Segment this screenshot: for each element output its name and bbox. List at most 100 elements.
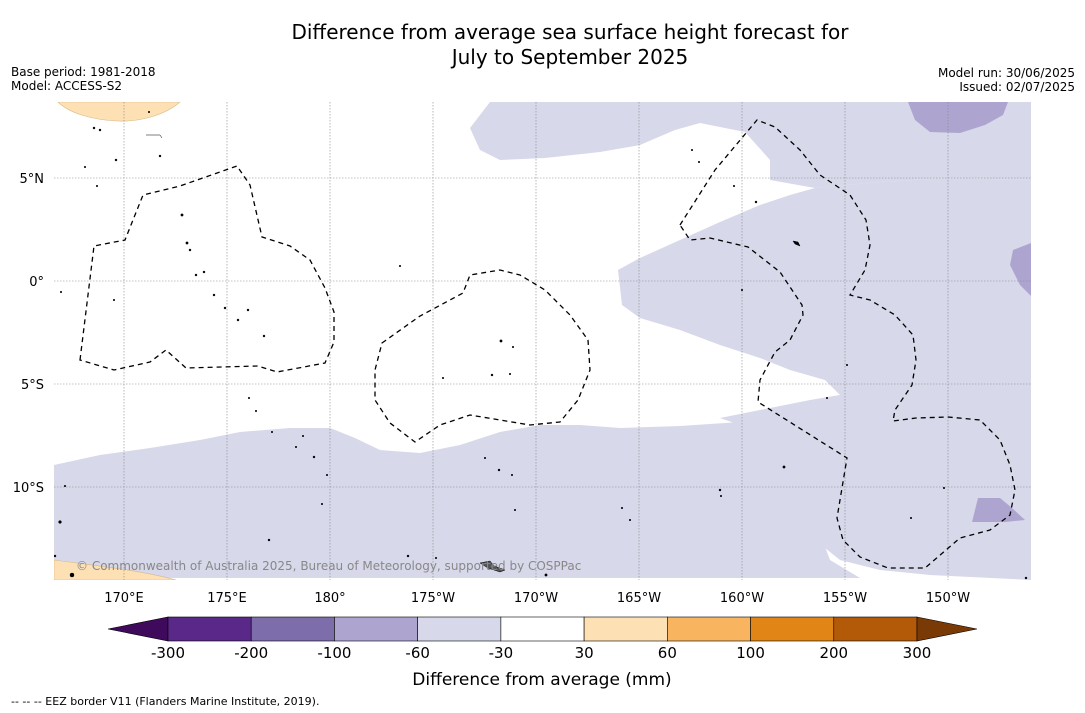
positive-patch-sw bbox=[54, 559, 177, 580]
colorbar-tick-label: -300 bbox=[151, 644, 185, 662]
anomaly-region-northeast bbox=[470, 102, 1031, 188]
island bbox=[441, 376, 445, 380]
island bbox=[499, 339, 503, 343]
island bbox=[620, 506, 624, 510]
island bbox=[690, 148, 694, 152]
island bbox=[247, 396, 251, 400]
island bbox=[398, 264, 402, 268]
island bbox=[112, 298, 116, 302]
island bbox=[740, 288, 744, 292]
colorbar-segment bbox=[667, 616, 751, 642]
model-run: Model run: 30/06/2025 bbox=[937, 66, 1075, 80]
island bbox=[434, 556, 438, 560]
colorbar-segment bbox=[334, 616, 418, 642]
colorbar-tick-label: 30 bbox=[575, 644, 594, 662]
lon-label-170e: 170°E bbox=[104, 591, 144, 606]
anomaly-region-east bbox=[618, 178, 1031, 580]
colorbar-tick-label: 300 bbox=[903, 644, 932, 662]
colorbar-tick-label: -60 bbox=[405, 644, 430, 662]
island bbox=[270, 430, 274, 434]
island bbox=[782, 465, 786, 469]
island bbox=[294, 445, 298, 449]
map-area: © Commonwealth of Australia 2025, Bureau… bbox=[54, 102, 1031, 580]
chart-title: Difference from average sea surface heig… bbox=[0, 20, 1085, 70]
island-kiritimati bbox=[792, 240, 801, 247]
colorbar-segment bbox=[250, 616, 335, 642]
colorbar-tick-label: 60 bbox=[658, 644, 677, 662]
colorbar-label: Difference from average (mm) bbox=[412, 670, 671, 690]
colorbar-ticks: -300 -200 -100 -60 -30 30 60 100 200 300 bbox=[151, 644, 931, 662]
latitude-labels: 5°N 0° 5°S 10°S bbox=[13, 172, 44, 496]
colorbar-tick-label: -30 bbox=[489, 644, 514, 662]
island bbox=[312, 455, 316, 459]
island bbox=[262, 334, 266, 338]
island bbox=[825, 396, 829, 400]
island bbox=[194, 273, 198, 277]
title-line-2: July to September 2025 bbox=[451, 45, 689, 69]
island bbox=[202, 270, 206, 274]
colorbar-segment bbox=[417, 616, 502, 642]
colorbar-extend-low bbox=[107, 616, 169, 642]
lon-label-165w: 165°W bbox=[617, 591, 661, 606]
lon-label-150w: 150°W bbox=[926, 591, 970, 606]
eez-borders bbox=[79, 119, 1016, 569]
island bbox=[909, 516, 913, 520]
base-period: Base period: 1981-2018 bbox=[11, 65, 156, 79]
island bbox=[513, 508, 517, 512]
island bbox=[83, 165, 87, 169]
lat-label-5s: 5°S bbox=[21, 378, 44, 393]
island bbox=[54, 554, 57, 558]
colorbar-segment bbox=[500, 616, 585, 642]
colorbar-tick-label: -100 bbox=[317, 644, 351, 662]
anomaly-patch-se bbox=[972, 498, 1025, 522]
island bbox=[732, 184, 736, 188]
island bbox=[98, 128, 102, 132]
positive-patch-nw bbox=[57, 102, 181, 122]
island bbox=[325, 473, 329, 477]
island bbox=[697, 160, 701, 164]
island bbox=[158, 154, 162, 158]
island bbox=[845, 363, 849, 367]
lon-label-160w: 160°W bbox=[720, 591, 764, 606]
eez-border-kiribati-gilbert bbox=[79, 165, 335, 373]
lon-label-180: 180° bbox=[314, 591, 345, 606]
lat-label-10s: 10°S bbox=[13, 481, 44, 496]
lon-label-170w: 170°W bbox=[514, 591, 558, 606]
island bbox=[69, 572, 75, 578]
model-name: Model: ACCESS-S2 bbox=[11, 79, 123, 93]
lat-label-0: 0° bbox=[29, 275, 44, 290]
island bbox=[511, 345, 515, 349]
island bbox=[246, 308, 250, 312]
lat-label-5n: 5°N bbox=[20, 172, 45, 187]
colorbar-segments bbox=[167, 616, 918, 642]
colorbar-tick-label: 200 bbox=[819, 644, 848, 662]
colorbar: -300 -200 -100 -60 -30 30 60 100 200 300 Differen… bbox=[107, 616, 978, 690]
island bbox=[483, 456, 487, 460]
island bbox=[236, 318, 240, 322]
island bbox=[114, 158, 118, 162]
eez-border-phoenix bbox=[374, 269, 591, 443]
island bbox=[406, 554, 410, 558]
island bbox=[59, 290, 63, 294]
island-samoa bbox=[479, 560, 506, 573]
colorbar-segment bbox=[167, 616, 252, 642]
islands bbox=[54, 110, 1028, 580]
island bbox=[719, 494, 723, 498]
colorbar-segment bbox=[750, 616, 835, 642]
eez-legend-note: -- -- -- EEZ border V11 (Flanders Marine… bbox=[11, 695, 320, 708]
meta-left: Base period: 1981-2018 Model: ACCESS-S2 bbox=[11, 65, 156, 93]
issued-date: Issued: 02/07/2025 bbox=[959, 80, 1075, 94]
island bbox=[188, 248, 192, 252]
island bbox=[320, 502, 324, 506]
colorbar-tick-label: -200 bbox=[234, 644, 268, 662]
island bbox=[63, 484, 67, 488]
island bbox=[254, 409, 258, 413]
eez-border-line-islands bbox=[679, 119, 1016, 569]
island bbox=[490, 373, 494, 377]
island bbox=[497, 468, 501, 472]
island bbox=[628, 518, 632, 522]
colorbar-tick-label: 100 bbox=[736, 644, 765, 662]
island bbox=[508, 372, 512, 376]
island bbox=[146, 134, 163, 139]
